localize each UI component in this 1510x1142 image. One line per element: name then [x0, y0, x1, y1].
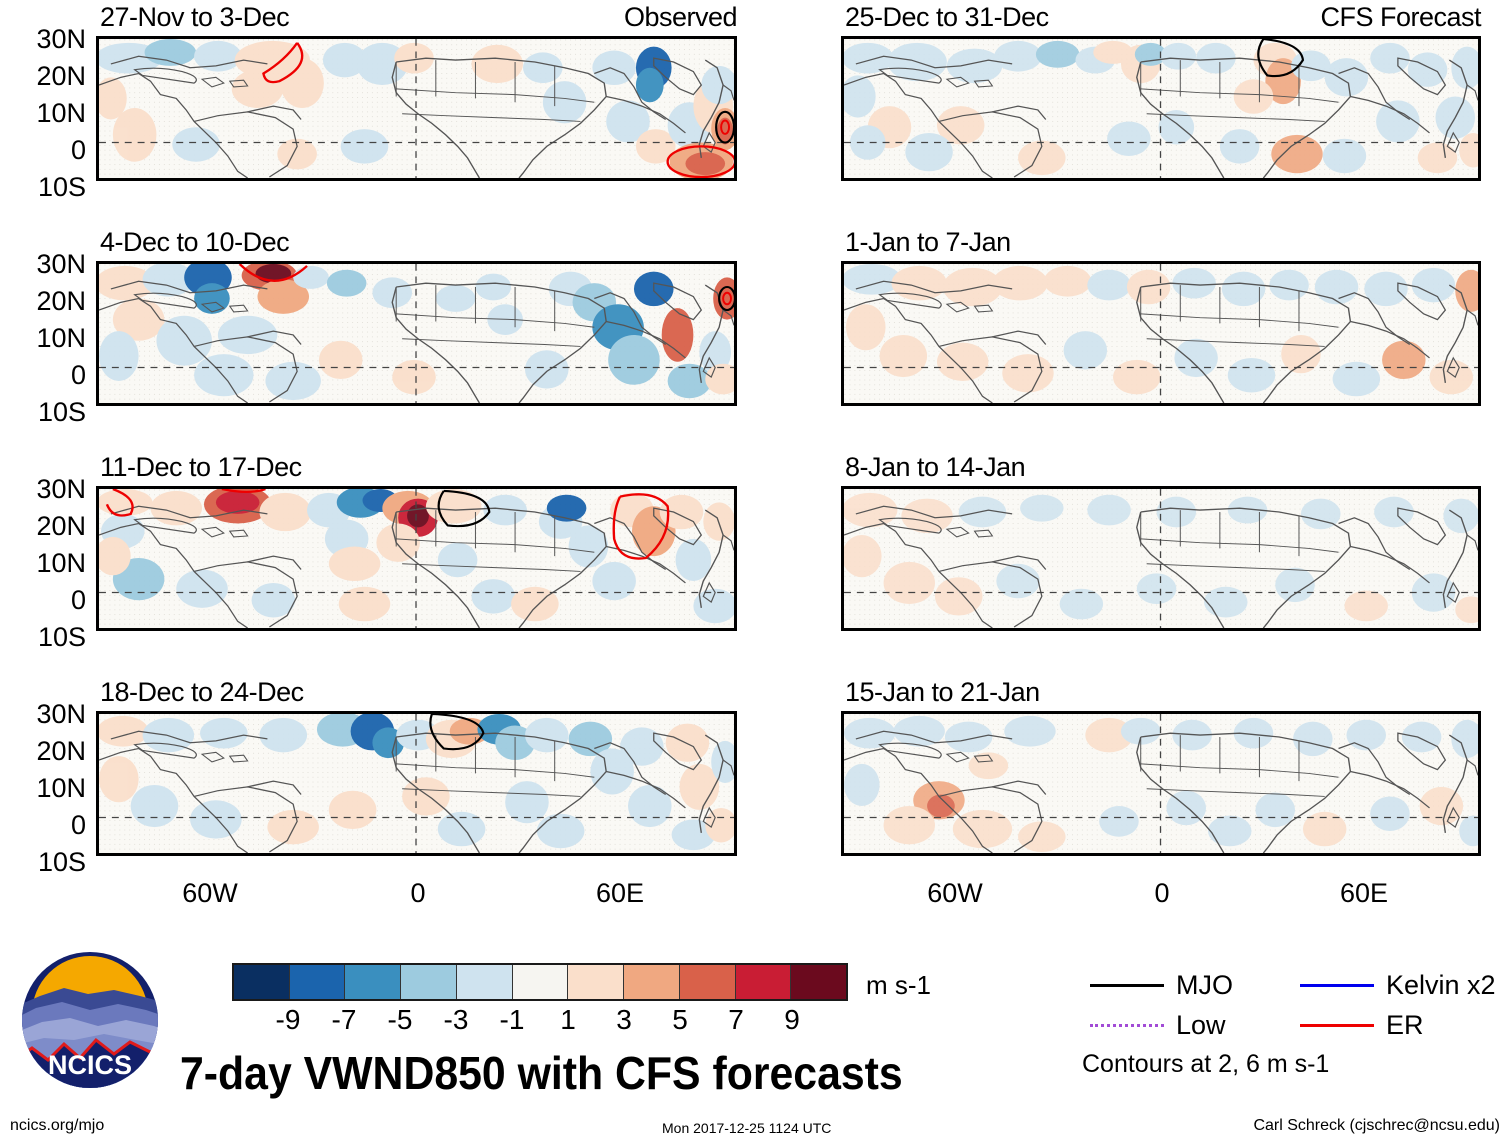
y-tick-10n-row2: 10N	[36, 323, 86, 353]
panel-title-right-3: 8-Jan to 14-Jan	[845, 452, 1026, 482]
figure-main-title: 7-day VWND850 with CFS forecasts	[180, 1047, 903, 1099]
legend-item-kelvin: Kelvin x2	[1300, 972, 1496, 999]
y-tick-30n-row2: 30N	[36, 249, 86, 279]
y-tick-20n-row4: 20N	[36, 736, 86, 766]
colorbar-tick--5: -5	[387, 1004, 413, 1035]
x-tick-0-right: 0	[1154, 878, 1170, 908]
colorbar-swatch-5	[512, 965, 569, 999]
map-panel-right-1[interactable]	[841, 36, 1481, 181]
panel-title-left-2: 4-Dec to 10-Dec	[100, 227, 290, 257]
map-panel-right-2[interactable]	[841, 261, 1481, 406]
y-tick-10s-row1: 10S	[37, 172, 86, 202]
legend-label-er: ER	[1386, 1010, 1424, 1040]
y-tick-0-row3: 0	[70, 585, 86, 615]
colorbar-swatch-3	[401, 965, 457, 999]
panel-title-right-2: 1-Jan to 7-Jan	[845, 227, 1011, 257]
colorbar-tick--1: -1	[499, 1004, 525, 1035]
colorbar-tick--7: -7	[331, 1004, 357, 1035]
colorbar-swatch-7	[624, 965, 680, 999]
y-tick-0-row4: 0	[70, 810, 86, 840]
column-header-observed: Observed	[623, 2, 738, 32]
y-tick-10s-row2: 10S	[37, 397, 86, 427]
colorbar-tick-3: 3	[616, 1004, 632, 1035]
colorbar-swatch-4	[456, 965, 513, 999]
colorbar-tick-9: 9	[784, 1004, 800, 1035]
panel-title-right-4: 15-Jan to 21-Jan	[845, 677, 1040, 707]
legend-label-kelvin: Kelvin x2	[1386, 970, 1496, 1000]
mjo-line-icon	[1090, 984, 1164, 987]
y-tick-10n-row1: 10N	[36, 98, 86, 128]
colorbar-tick-7: 7	[728, 1004, 744, 1035]
colorbar-swatch-2	[345, 965, 402, 999]
colorbar-ticklabels: -9 -7 -5 -3 -1 1 3 5 7 9	[260, 1006, 820, 1034]
low-line-icon	[1090, 1024, 1164, 1027]
er-line-icon	[1300, 1024, 1374, 1027]
x-tick-0-left: 0	[410, 878, 426, 908]
map-panel-left-2[interactable]	[96, 261, 737, 406]
column-header-cfs-forecast: CFS Forecast	[1320, 2, 1481, 32]
colorbar-tick--9: -9	[275, 1004, 301, 1035]
legend-item-er: ER	[1300, 1012, 1424, 1039]
map-panel-left-1[interactable]	[96, 36, 737, 181]
colorbar-tick-5: 5	[672, 1004, 688, 1035]
legend-label-low: Low	[1176, 1010, 1226, 1040]
colorbar-swatch-10	[791, 965, 847, 999]
legend-label-mjo: MJO	[1176, 970, 1233, 1000]
colorbar-swatch-0	[234, 965, 290, 999]
ncics-logo: NCICS	[18, 948, 162, 1092]
y-tick-0-row2: 0	[70, 360, 86, 390]
footer-author: Carl Schreck (cjschrec@ncsu.edu)	[1253, 1117, 1500, 1134]
map-panel-right-3[interactable]	[841, 486, 1481, 631]
x-tick-60e-right: 60E	[1339, 878, 1389, 908]
panel-title-left-4: 18-Dec to 24-Dec	[100, 677, 304, 707]
colorbar-tick-1: 1	[560, 1004, 576, 1035]
map-panel-left-4[interactable]	[96, 711, 737, 856]
y-tick-30n-row3: 30N	[36, 474, 86, 504]
y-tick-0-row1: 0	[70, 135, 86, 165]
kelvin-line-icon	[1300, 984, 1374, 987]
footer-website[interactable]: ncics.org/mjo	[10, 1117, 105, 1134]
y-tick-10n-row4: 10N	[36, 773, 86, 803]
y-tick-10s-row3: 10S	[37, 622, 86, 652]
y-tick-10s-row4: 10S	[37, 847, 86, 877]
colorbar-swatch-8	[679, 965, 736, 999]
contour-note: Contours at 2, 6 m s-1	[1082, 1050, 1330, 1078]
colorbar-unit-label: m s-1	[866, 970, 931, 1000]
panel-title-left-1: 27-Nov to 3-Dec	[100, 2, 290, 32]
panel-title-left-3: 11-Dec to 17-Dec	[100, 452, 302, 482]
panel-title-right-1: 25-Dec to 31-Dec	[845, 2, 1049, 32]
colorbar-tick--3: -3	[443, 1004, 469, 1035]
y-tick-30n-row1: 30N	[36, 24, 86, 54]
logo-text: NCICS	[48, 1050, 132, 1080]
x-tick-60w-left: 60W	[182, 878, 238, 908]
colorbar	[232, 963, 848, 1001]
colorbar-swatch-1	[289, 965, 346, 999]
footer-timestamp: Mon 2017-12-25 1124 UTC	[662, 1120, 832, 1136]
x-tick-60w-right: 60W	[927, 878, 983, 908]
map-panel-left-3[interactable]	[96, 486, 737, 631]
legend-item-mjo: MJO	[1090, 972, 1233, 999]
y-tick-10n-row3: 10N	[36, 548, 86, 578]
y-tick-20n-row2: 20N	[36, 286, 86, 316]
y-tick-20n-row1: 20N	[36, 61, 86, 91]
colorbar-swatch-6	[568, 965, 625, 999]
y-tick-30n-row4: 30N	[36, 699, 86, 729]
map-panel-right-4[interactable]	[841, 711, 1481, 856]
y-tick-20n-row3: 20N	[36, 511, 86, 541]
legend-item-low: Low	[1090, 1012, 1226, 1039]
x-tick-60e-left: 60E	[595, 878, 645, 908]
colorbar-swatch-9	[735, 965, 792, 999]
